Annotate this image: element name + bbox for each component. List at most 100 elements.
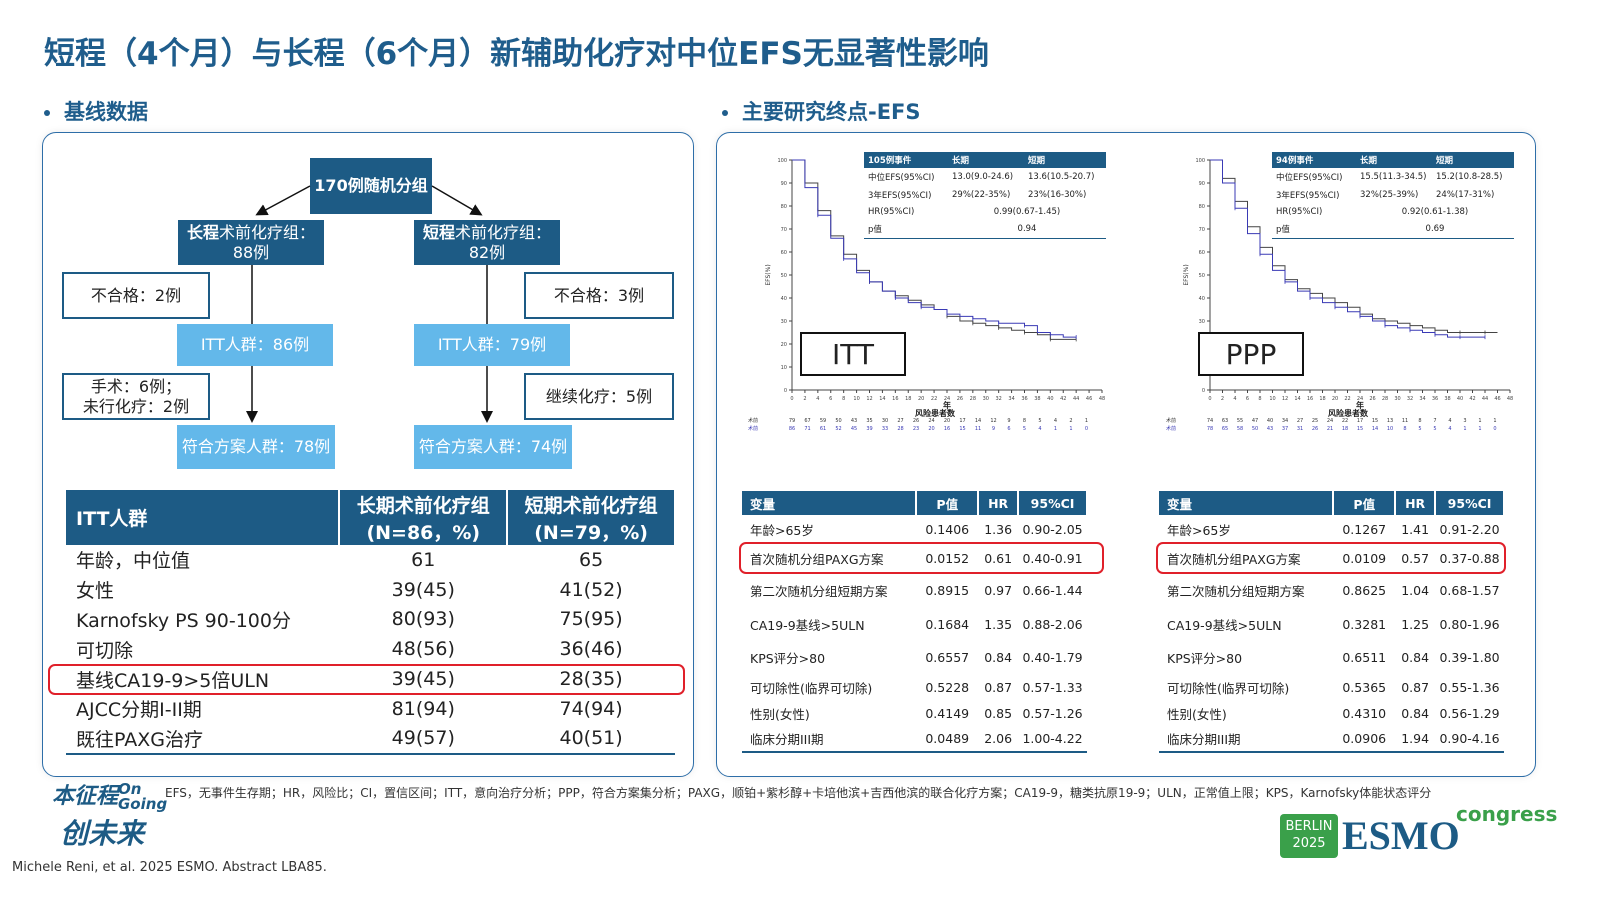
x-tick-label: 46 — [1494, 396, 1500, 402]
table-cell: 可切除性(临界可切除) — [750, 680, 873, 696]
risk-number: 43 — [851, 418, 857, 424]
table-cell: 0.3281 — [1342, 617, 1387, 632]
risk-number: 术前 — [1166, 425, 1176, 432]
brand-line2: 创未来 — [60, 817, 145, 850]
table-cell: 第二次随机分组短期方案 — [750, 584, 888, 599]
y-tick-label: 60 — [781, 250, 787, 256]
risk-number: 1 — [1478, 418, 1481, 424]
risk-number: 术前 — [748, 425, 758, 432]
table-cell: 29%(22-35%) — [952, 190, 1011, 200]
risk-number: 10 — [1387, 426, 1393, 432]
x-tick-label: 20 — [918, 396, 924, 402]
risk-number: 39 — [866, 426, 872, 432]
risk-number: 9 — [992, 426, 995, 432]
section-efs: 主要研究终点-EFS — [722, 96, 921, 126]
short-arm-n: 82例 — [468, 242, 506, 262]
table-cell: 0.55-1.36 — [1439, 679, 1500, 695]
x-tick-label: 14 — [879, 396, 885, 402]
table-cell: 0.40-1.79 — [1022, 650, 1083, 665]
x-tick-label: 26 — [957, 396, 963, 402]
flow-short-itt: ITT人群：79例 — [414, 324, 570, 366]
baseline-table: ITT人群 长期术前化疗组 (N=86，%) 短期术前化疗组 (N=79，%) 年龄，中… — [66, 490, 676, 755]
table-cell: AJCC分期I-II期 — [76, 699, 202, 722]
table-cell: 0.61 — [984, 550, 1013, 566]
table-cell: 0.84 — [1401, 705, 1430, 721]
x-tick-label: 36 — [1021, 396, 1027, 402]
table-cell: 可切除 — [76, 639, 134, 662]
risk-number: 4 — [1038, 426, 1041, 432]
risk-number: 22 — [1342, 418, 1348, 424]
y-axis-label: EFS(%) — [1183, 264, 1190, 285]
x-tick-label: 24 — [1357, 396, 1363, 402]
table-cell: 39(45) — [391, 578, 455, 601]
table-cell: 0.6511 — [1342, 650, 1387, 665]
risk-number: 33 — [882, 426, 888, 432]
risk-number: 18 — [1342, 426, 1348, 432]
table-row: 临床分期III期 0.0489 2.06 1.00-4.22 — [742, 726, 1087, 753]
brand-going: On Going — [118, 780, 168, 813]
x-tick-label: 30 — [1394, 396, 1400, 402]
table-cell: 中位EFS(95%CI) — [868, 173, 935, 183]
risk-number: 2 — [1069, 418, 1072, 424]
x-tick-label: 24 — [944, 396, 950, 402]
esmo-badge: BERLIN 2025 — [1280, 814, 1338, 858]
table-cell: 0.84 — [984, 650, 1013, 665]
table-row: 首次随机分组PAXG方案 0.0109 0.57 0.37-0.88 — [1159, 543, 1504, 573]
risk-number: 5 — [1418, 426, 1421, 432]
risk-number: 50 — [1252, 426, 1258, 432]
footnote: EFS，无事件生存期；HR，风险比；CI，置信区间；ITT，意向治疗分析；PPP… — [165, 786, 1432, 800]
x-tick-label: 6 — [829, 396, 832, 402]
x-tick-label: 42 — [1469, 396, 1475, 402]
highlight-paxg-itt — [739, 542, 1104, 574]
table-row: 可切除性(临界可切除) 0.5365 0.87 0.55-1.36 — [1159, 674, 1504, 700]
risk-number: 9 — [1007, 418, 1010, 424]
risk-number: 0 — [1493, 426, 1496, 432]
citation: Michele Reni, et al. 2025 ESMO. Abstract… — [12, 860, 327, 875]
x-tick-label: 0 — [790, 396, 793, 402]
y-tick-label: 90 — [781, 181, 787, 187]
y-tick-label: 40 — [1199, 296, 1205, 302]
table-cell: 0.66-1.44 — [1022, 583, 1083, 598]
table-row: 3年EFS(95%CI) 29%(22-35%) 23%(16-30%) — [864, 186, 1106, 204]
risk-number: 65 — [1222, 426, 1228, 432]
risk-number: 79 — [789, 418, 795, 424]
y-tick-label: 50 — [781, 273, 787, 279]
risk-number: 8 — [1023, 418, 1026, 424]
table-cell: 1.04 — [1401, 583, 1430, 598]
x-tick-label: 4 — [1233, 396, 1236, 402]
x-tick-label: 36 — [1432, 396, 1438, 402]
table-cell: 0.94 — [1017, 224, 1037, 234]
table-cell: 0.57-1.26 — [1022, 705, 1083, 721]
y-tick-label: 0 — [1202, 388, 1205, 394]
baseline-header-2: 短期术前化疗组 (N=79，%) — [507, 490, 676, 545]
table-cell: 0.8915 — [925, 583, 970, 598]
flow-short-excluded: 继续化疗：5例 — [524, 373, 674, 420]
x-tick-label: 44 — [1073, 396, 1079, 402]
risk-number: 59 — [820, 418, 826, 424]
risk-number: 20 — [928, 426, 934, 432]
mv-header: 变量 — [1159, 491, 1335, 515]
table-cell: 0.0906 — [1333, 726, 1396, 753]
table-cell: 23%(16-30%) — [1028, 190, 1087, 200]
table-row: p值 0.94 — [864, 220, 1106, 239]
risk-number: 17 — [959, 418, 965, 424]
bullet-icon — [44, 110, 50, 116]
flow-randomized: 170例随机分组 — [310, 158, 432, 214]
x-tick-label: 8 — [842, 396, 845, 402]
baseline-header-0: ITT人群 — [66, 490, 341, 545]
table-cell: CA19-9基线>5ULN — [1167, 618, 1282, 633]
mv-header: 95%CI — [1435, 491, 1505, 515]
table-cell: 0.88-2.06 — [1022, 617, 1083, 632]
table-cell: 0.37-0.88 — [1439, 550, 1500, 566]
x-tick-label: 18 — [1319, 396, 1325, 402]
risk-number: 27 — [897, 418, 903, 424]
table-row: 可切除性(临界可切除) 0.5228 0.87 0.57-1.33 — [742, 674, 1087, 700]
table-cell: 0.5365 — [1342, 679, 1387, 695]
x-tick-label: 38 — [1444, 396, 1450, 402]
table-cell: 0.1684 — [925, 617, 970, 632]
x-tick-label: 16 — [1307, 396, 1313, 402]
table-cell: 13.6(10.5-20.7) — [1028, 172, 1095, 182]
table-row: KPS评分>80 0.6511 0.84 0.39-1.80 — [1159, 641, 1504, 674]
risk-number: 25 — [1312, 418, 1318, 424]
